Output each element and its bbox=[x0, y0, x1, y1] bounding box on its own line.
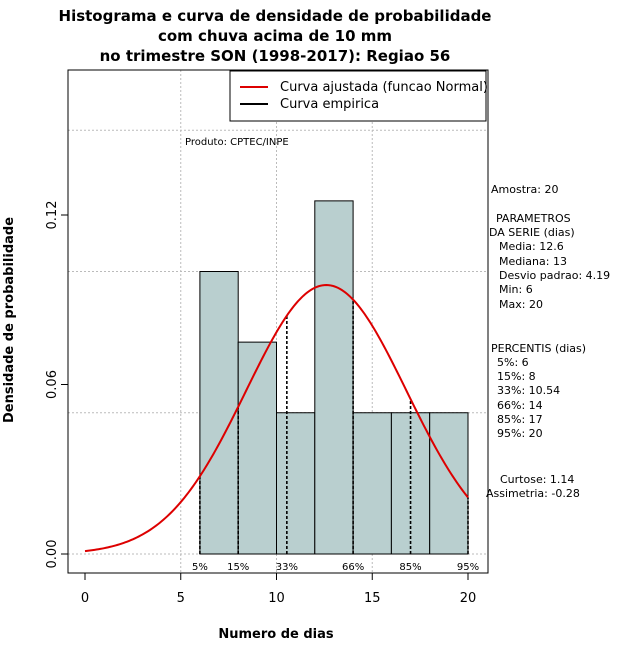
stat-desvio: Desvio padrao: 4.19 bbox=[499, 269, 610, 282]
x-tick-label-15: 15 bbox=[364, 591, 381, 606]
stat-curtose: Curtose: 1.14 bbox=[500, 473, 574, 486]
stat-p66: 66%: 14 bbox=[497, 399, 543, 412]
percentile-lines: 5% 15% 33% 66% 85% 95% bbox=[192, 299, 479, 573]
legend: Curva ajustada (funcao Normal) Curva emp… bbox=[229, 70, 488, 122]
percentile-label-5: 85% bbox=[399, 562, 421, 573]
chart-title-line-2: com chuva acima de 10 mm bbox=[158, 27, 392, 45]
y-tick-label-1: 0.06 bbox=[45, 370, 60, 399]
stat-mediana: Mediana: 13 bbox=[499, 255, 567, 268]
histogram-bar-5 bbox=[352, 412, 392, 555]
product-annotation: Produto: CPTEC/INPE bbox=[185, 137, 289, 148]
histogram-bar-4 bbox=[314, 200, 354, 555]
chart-title-line-3: no trimestre SON (1998-2017): Regiao 56 bbox=[100, 47, 451, 65]
stat-p5: 5%: 6 bbox=[497, 356, 529, 369]
stat-amostra: Amostra: 20 bbox=[491, 183, 558, 196]
histogram-bar-7 bbox=[429, 412, 469, 555]
stat-param-title-2: DA SERIE (dias) bbox=[489, 226, 575, 239]
stat-min: Min: 6 bbox=[499, 283, 533, 296]
y-axis: 0.00 0.06 0.12 bbox=[45, 201, 69, 569]
y-tick-label-2: 0.12 bbox=[45, 201, 60, 230]
percentile-label-3: 33% bbox=[276, 562, 298, 573]
stat-p85: 85%: 17 bbox=[497, 413, 543, 426]
histogram-bar-3 bbox=[276, 412, 316, 555]
histogram-bar-2 bbox=[237, 341, 277, 555]
percentile-label-1: 5% bbox=[192, 562, 208, 573]
stat-max: Max: 20 bbox=[499, 298, 543, 311]
legend-empirical-label: Curva empirica bbox=[280, 97, 379, 112]
stat-media: Media: 12.6 bbox=[499, 240, 564, 253]
stat-p33: 33%: 10.54 bbox=[497, 384, 560, 397]
percentile-label-6: 95% bbox=[457, 562, 479, 573]
percentile-label-2: 15% bbox=[227, 562, 249, 573]
stat-param-title-1: PARAMETROS bbox=[496, 212, 571, 225]
stat-perc-title: PERCENTIS (dias) bbox=[491, 342, 586, 355]
x-tick-label-10: 10 bbox=[268, 591, 285, 606]
x-axis-title: Numero de dias bbox=[218, 627, 334, 642]
stat-assimetria: Assimetria: -0.28 bbox=[486, 487, 580, 500]
y-tick-label-0: 0.00 bbox=[45, 540, 60, 569]
x-tick-label-20: 20 bbox=[460, 591, 477, 606]
chart-title-line-1: Histograma e curva de densidade de proba… bbox=[59, 7, 492, 25]
x-axis: 0 5 10 15 20 bbox=[81, 572, 477, 606]
y-axis-title: Densidade de probabilidade bbox=[2, 217, 17, 423]
percentile-label-4: 66% bbox=[342, 562, 364, 573]
stats-panel: Amostra: 20 PARAMETROS DA SERIE (dias) M… bbox=[486, 183, 610, 500]
legend-box bbox=[229, 70, 487, 122]
legend-fitted-label: Curva ajustada (funcao Normal) bbox=[280, 80, 488, 95]
fitted-normal-curve bbox=[84, 284, 469, 553]
x-tick-label-0: 0 bbox=[81, 591, 89, 606]
histogram-bars bbox=[199, 200, 469, 555]
x-tick-label-5: 5 bbox=[177, 591, 185, 606]
histogram-bar-1 bbox=[199, 271, 239, 555]
stat-p95: 95%: 20 bbox=[497, 427, 543, 440]
stat-p15: 15%: 8 bbox=[497, 370, 536, 383]
